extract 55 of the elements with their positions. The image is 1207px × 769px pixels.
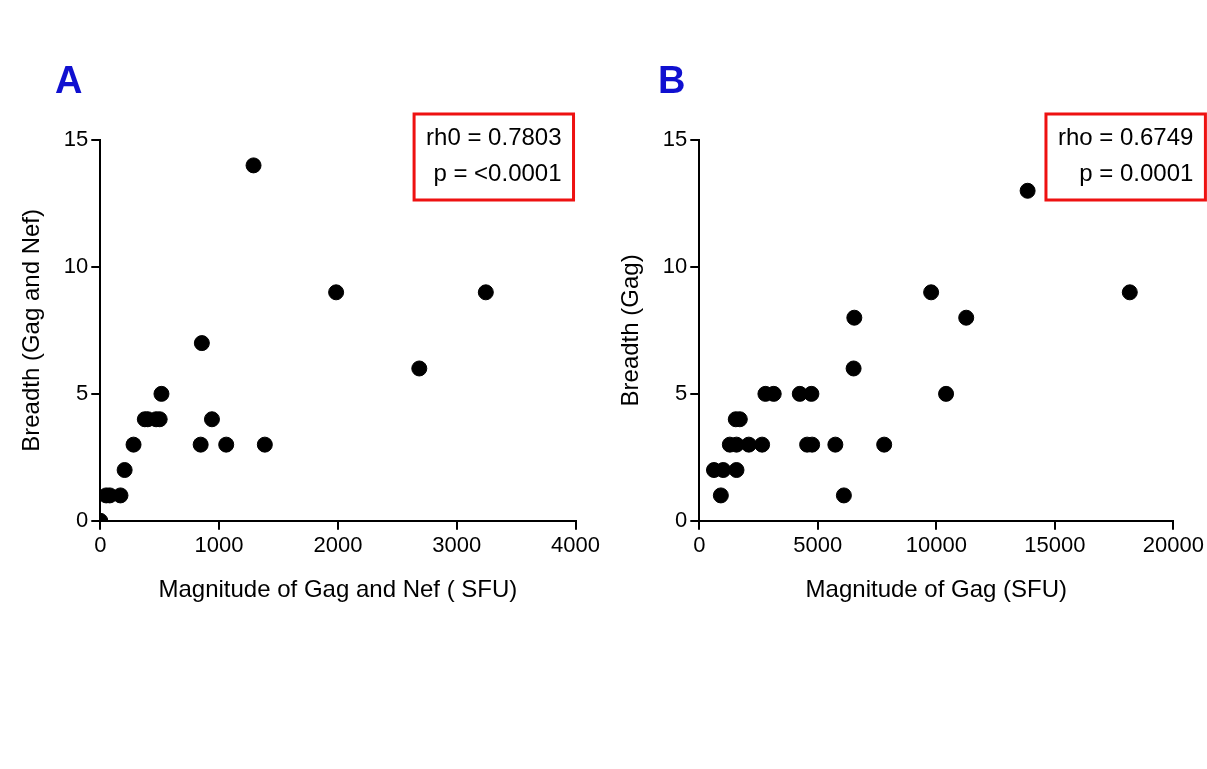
point — [803, 385, 820, 402]
point — [835, 487, 852, 504]
point — [192, 436, 209, 453]
y-tick-label: 15 — [662, 126, 688, 152]
x-tick-label: 20000 — [1142, 532, 1205, 558]
point — [740, 436, 757, 453]
point — [411, 360, 428, 377]
x-tick-label: 15000 — [1024, 532, 1086, 558]
point — [153, 385, 170, 402]
y-axis-title: Breadth (Gag and Nef) — [17, 208, 45, 452]
point — [938, 385, 955, 402]
point — [958, 309, 975, 326]
point — [827, 436, 844, 453]
annotation: p = <0.0001 — [433, 158, 562, 186]
point — [203, 411, 220, 428]
point — [754, 436, 771, 453]
point — [1121, 284, 1138, 301]
point — [846, 309, 863, 326]
point — [845, 360, 862, 377]
annotation: p = 0.0001 — [1079, 158, 1194, 186]
y-tick-label: 5 — [76, 379, 89, 405]
point — [125, 436, 142, 453]
x-tick-label: 10000 — [905, 532, 967, 558]
point — [923, 284, 940, 301]
annotation: rho = 0.6749 — [1057, 122, 1194, 150]
x-tick-label: 0 — [693, 532, 706, 558]
y-tick-label: 10 — [662, 253, 688, 278]
x-tick-label: 5000 — [793, 532, 843, 558]
annotation: rh0 = 0.7803 — [426, 122, 562, 150]
point — [328, 284, 345, 301]
point — [728, 462, 745, 479]
point — [256, 436, 273, 453]
point — [218, 436, 235, 453]
x-tick-label: 4000 — [551, 532, 601, 558]
y-tick-label: 0 — [76, 506, 89, 532]
x-tick-label: 1000 — [194, 532, 244, 558]
point — [477, 284, 494, 301]
x-axis-title: Magnitude of Gag and Nef ( SFU) — [158, 575, 518, 603]
x-tick-label: 3000 — [432, 532, 482, 558]
point — [1019, 182, 1036, 199]
y-axis-title: Breadth (Gag) — [616, 254, 644, 407]
y-tick-label: 15 — [63, 126, 89, 152]
x-axis-title: Magnitude of Gag (SFU) — [805, 575, 1068, 603]
point — [712, 487, 729, 504]
point — [193, 335, 210, 352]
point — [245, 157, 262, 174]
x-tick-label: 0 — [94, 532, 107, 558]
y-tick-label: 5 — [675, 379, 688, 405]
y-tick-label: 0 — [675, 506, 688, 532]
x-tick-label: 2000 — [313, 532, 363, 558]
chart-title: B — [658, 59, 686, 101]
point — [876, 436, 893, 453]
chart-title: A — [55, 59, 83, 101]
point — [116, 462, 133, 479]
y-tick-label: 10 — [63, 253, 89, 278]
